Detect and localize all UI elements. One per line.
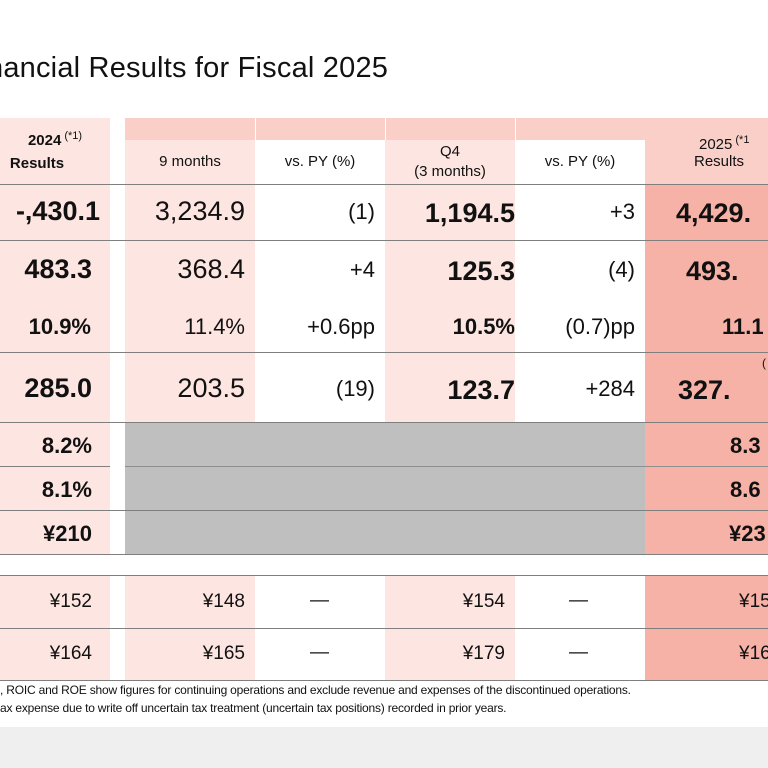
nine-months-column-bg (125, 140, 255, 680)
row4-q4: 123.7 (447, 375, 515, 405)
row9-vs-py-1: — (310, 642, 329, 663)
row1-vs-py-2: +3 (609, 199, 635, 224)
divider (125, 466, 768, 467)
row8-fy2024: ¥152 (49, 591, 92, 612)
fy2024-column-bg (0, 118, 110, 680)
row5-fy2025: 8.3 (730, 433, 761, 458)
row4-vs-py-1: (19) (335, 376, 375, 401)
row2-fy2024: 483.3 (24, 254, 92, 284)
row3-vs-py-2: (0.7)pp (565, 314, 635, 339)
row8-vs-py-2: — (569, 590, 588, 611)
row3-q4: 10.5% (452, 314, 515, 339)
not-applicable-block (125, 422, 645, 554)
row9-fy2024: ¥164 (49, 643, 92, 664)
divider (0, 510, 768, 511)
divider (0, 422, 768, 423)
page-title: nancial Results for Fiscal 2025 (0, 52, 389, 84)
row2-vs-py-1: +4 (349, 257, 375, 282)
divider (0, 628, 768, 629)
row8-fy2025: ¥15 (739, 591, 768, 612)
row1-fy2025: 4,429. (676, 198, 752, 228)
row1-nine-months: 3,234.9 (154, 196, 245, 226)
header-q4: Q4 (439, 143, 460, 160)
row4-fy2024: 285.0 (24, 373, 92, 403)
row2-fy2025: 493. (686, 256, 739, 286)
header-divider (255, 118, 256, 140)
header-vs-py-1: vs. PY (%) (284, 153, 356, 170)
header-vs-py-2: vs. PY (%) (544, 153, 616, 170)
header-nine-months: 9 months (159, 153, 221, 170)
row2-q4: 125.3 (447, 256, 515, 286)
row6-fy2024: 8.1% (41, 477, 92, 502)
divider (0, 466, 110, 467)
row1-vs-py-1: (1) (348, 199, 375, 224)
row1-q4: 1,194.5 (424, 198, 515, 228)
row9-fy2025: ¥16 (739, 643, 768, 664)
row-group-gap (0, 555, 768, 575)
row4-nine-months: 203.5 (177, 373, 245, 403)
row3-fy2024: 10.9% (28, 314, 91, 339)
row3-vs-py-1: +0.6pp (307, 314, 375, 339)
header-divider (515, 118, 516, 140)
row3-fy2025: 11.1 (722, 314, 764, 339)
divider (0, 240, 768, 241)
footnote-2: ax expense due to write off uncertain ta… (0, 701, 507, 715)
row2-vs-py-2: (4) (608, 257, 635, 282)
divider (0, 575, 768, 576)
divider (0, 680, 768, 681)
fy2025-header-bg (645, 118, 768, 184)
header-fy2025: 2025 (*1 (699, 134, 750, 153)
q4-column-bg (385, 140, 515, 680)
row6-fy2025: 8.6 (730, 477, 761, 502)
row8-vs-py-1: — (310, 590, 329, 611)
row9-vs-py-2: — (569, 642, 588, 663)
divider (0, 184, 768, 185)
slide-footer-band (0, 727, 768, 768)
header-q4-sub: (3 months) (414, 163, 486, 180)
row1-fy2024: -,430.1 (15, 196, 100, 226)
row4-vs-py-2: +284 (585, 376, 635, 401)
row8-nine-months: ¥148 (202, 591, 245, 612)
row2-nine-months: 368.4 (177, 254, 245, 284)
footnote-1: , ROIC and ROE show figures for continui… (0, 683, 631, 697)
row4-fy2025-note: ( (762, 356, 766, 370)
row8-q4: ¥154 (462, 591, 505, 612)
row7-fy2024: ¥210 (43, 521, 92, 546)
row5-fy2024: 8.2% (41, 433, 92, 458)
row4-fy2025: 327. (678, 375, 731, 405)
divider (0, 554, 768, 555)
row7-fy2025: ¥23 (729, 521, 766, 546)
fy2025-column-bg (645, 184, 768, 680)
header-divider (385, 118, 386, 140)
header-fy2024: 2024 (*1) (27, 130, 83, 149)
divider (0, 352, 768, 353)
row9-nine-months: ¥165 (202, 643, 245, 664)
header-fy2024-results: Results (9, 155, 65, 172)
row9-q4: ¥179 (462, 643, 505, 664)
header-fy2025-results: Results (694, 153, 745, 170)
row3-nine-months: 11.4% (184, 314, 245, 339)
